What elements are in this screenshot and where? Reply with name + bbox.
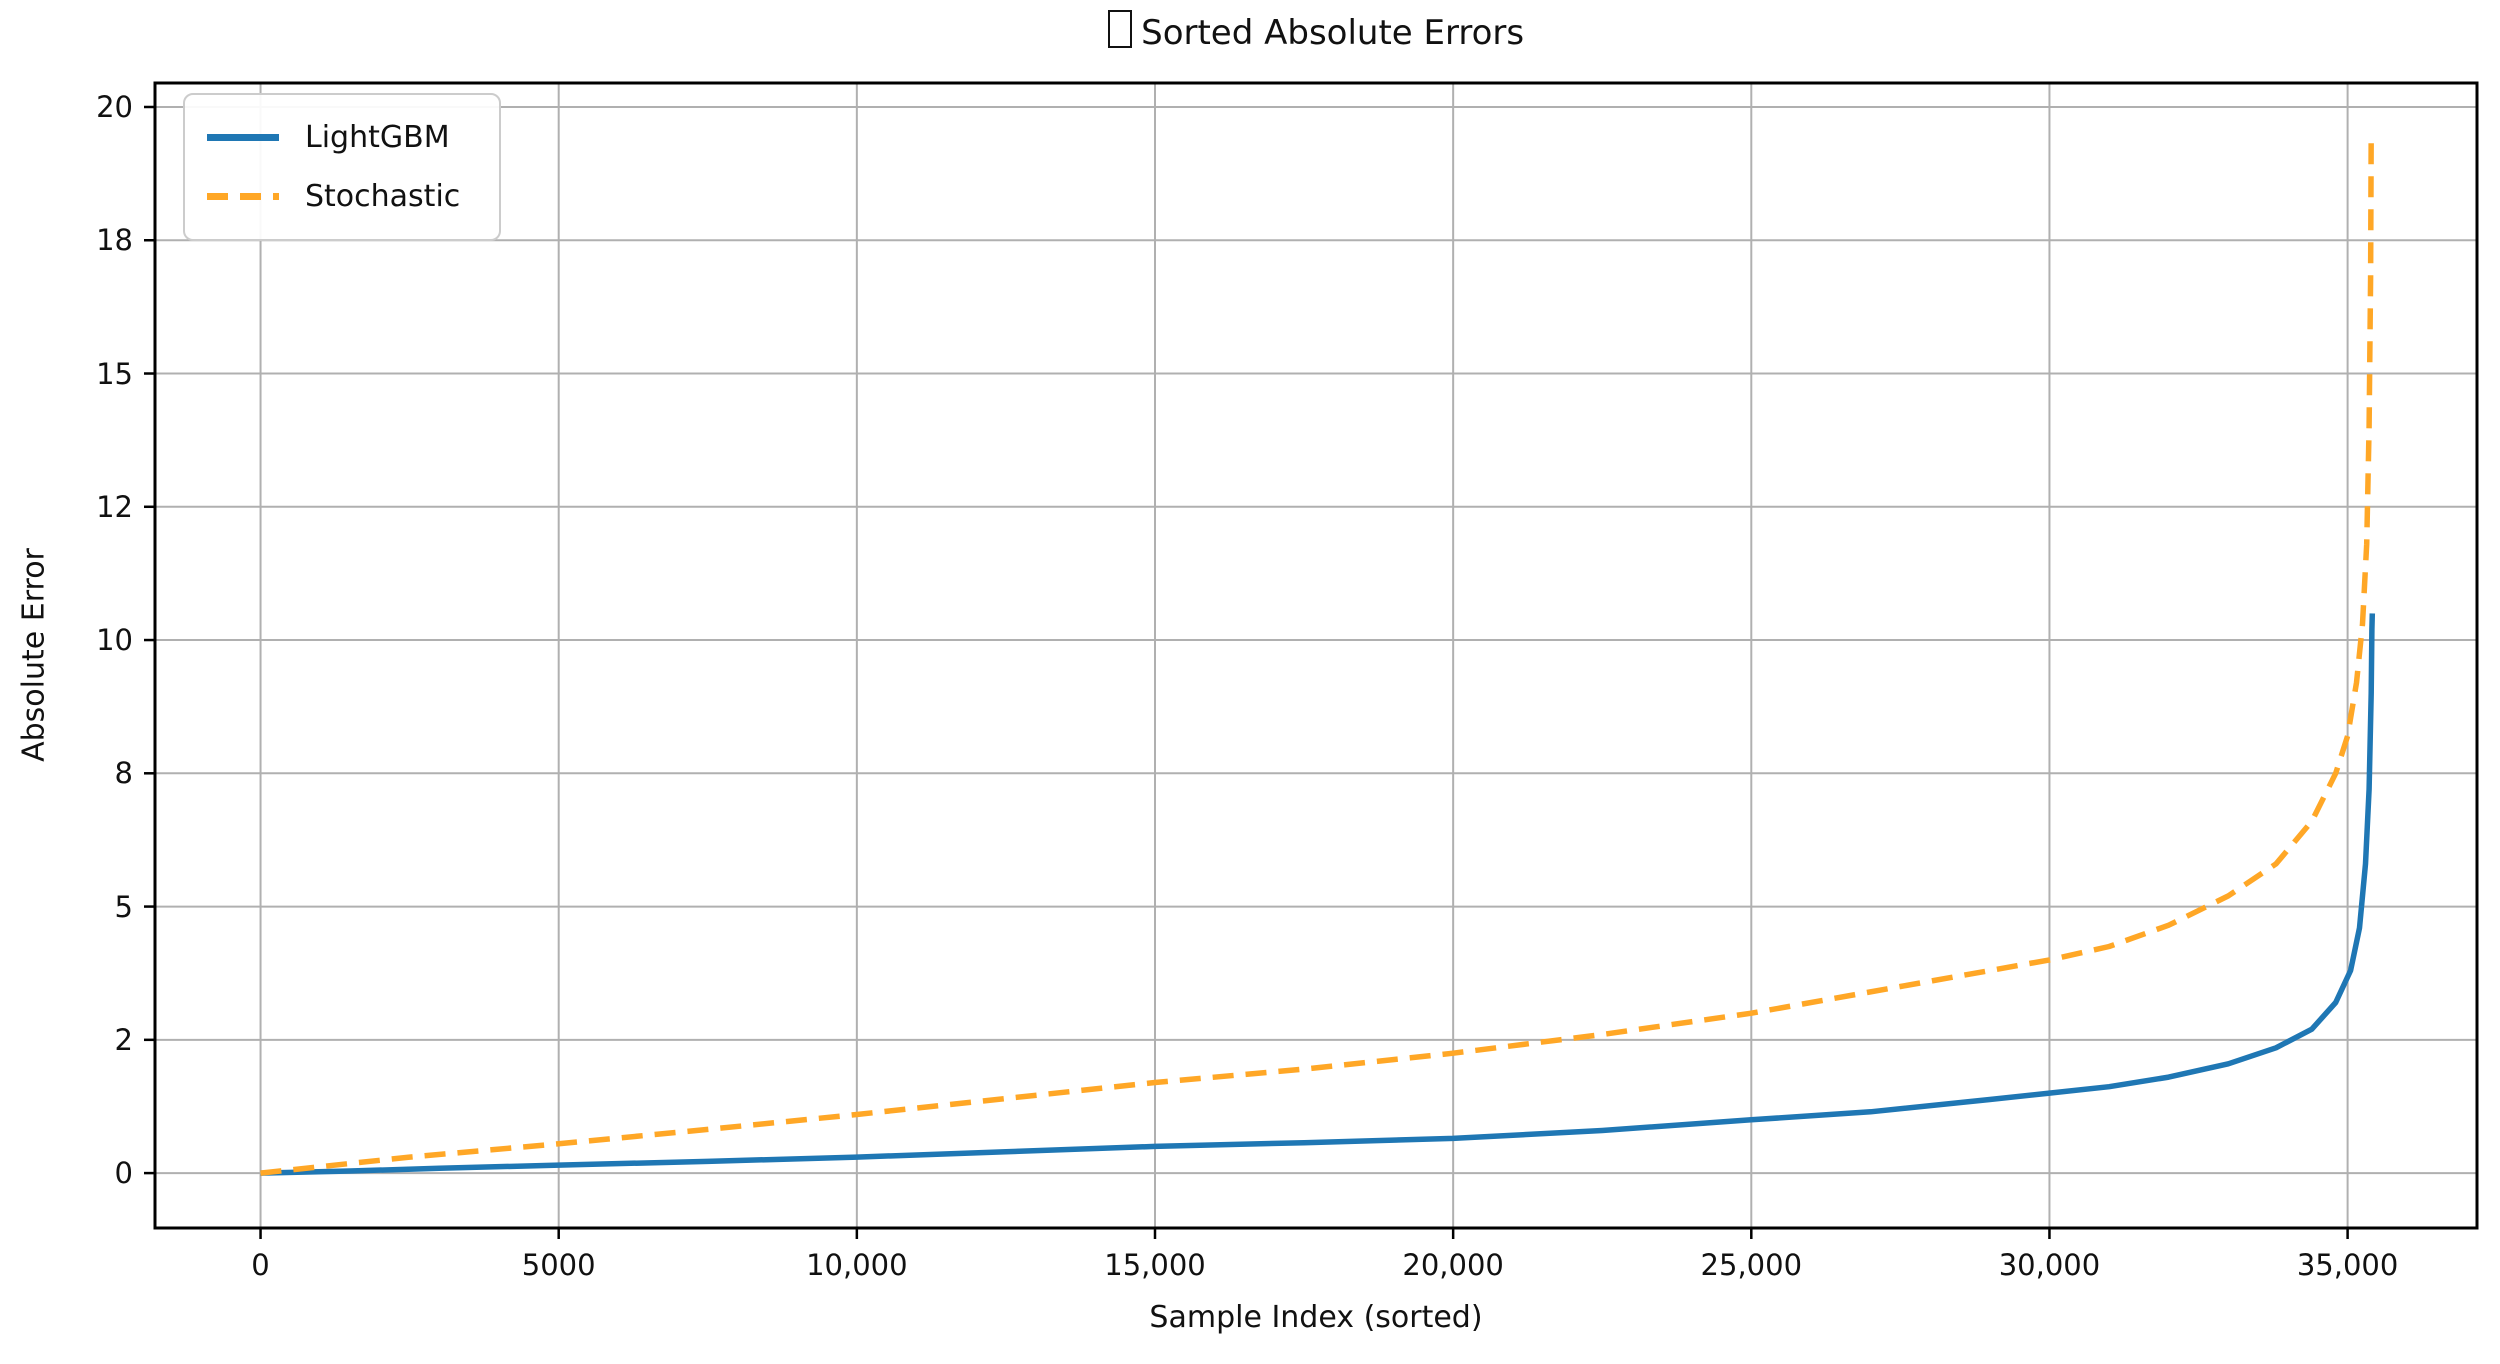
x-tick-label: 35,000 <box>2296 1248 2399 1282</box>
y-tick-label: 2 <box>114 1022 133 1057</box>
series-line-lightgbm <box>260 613 2376 1176</box>
chart-title: □Sorted Absolute Errors <box>155 10 2477 53</box>
legend-item-lightgbm: LightGBM <box>207 120 499 155</box>
lightgbm-line-swatch <box>207 133 279 141</box>
series-line-stochastic <box>260 133 2374 1176</box>
x-tick-label: 15,000 <box>1104 1248 1206 1282</box>
legend-item-stochastic: Stochastic <box>207 179 499 214</box>
axes-frame <box>153 81 2479 1230</box>
y-tick-label: 18 <box>96 223 133 258</box>
y-tick-label: 15 <box>96 356 133 391</box>
legend: LightGBM Stochastic <box>183 93 501 241</box>
x-tick-label: 20,000 <box>1402 1248 1504 1282</box>
x-tick-label: 30,000 <box>1998 1248 2101 1282</box>
legend-label: LightGBM <box>305 119 450 155</box>
x-tick-label: 10,000 <box>806 1248 908 1282</box>
legend-label: Stochastic <box>305 179 461 215</box>
y-tick-label: 10 <box>96 623 133 658</box>
y-tick-label: 0 <box>114 1156 133 1191</box>
chart-title-text: Sorted Absolute Errors <box>1141 12 1525 53</box>
stochastic-line-swatch <box>207 193 279 201</box>
y-tick-label: 5 <box>114 889 133 924</box>
x-axis-label: Sample Index (sorted) <box>1149 1300 1483 1335</box>
y-axis-label: Absolute Error <box>16 548 52 762</box>
y-tick-label: 12 <box>96 489 133 524</box>
x-tick-label: 5000 <box>521 1248 596 1282</box>
missing-glyph-box: □ <box>1107 10 1132 48</box>
x-tick-label: 25,000 <box>1700 1248 1803 1282</box>
x-tick-label: 0 <box>251 1248 270 1282</box>
y-tick-label: 20 <box>96 89 133 124</box>
y-tick-label: 8 <box>114 756 133 791</box>
